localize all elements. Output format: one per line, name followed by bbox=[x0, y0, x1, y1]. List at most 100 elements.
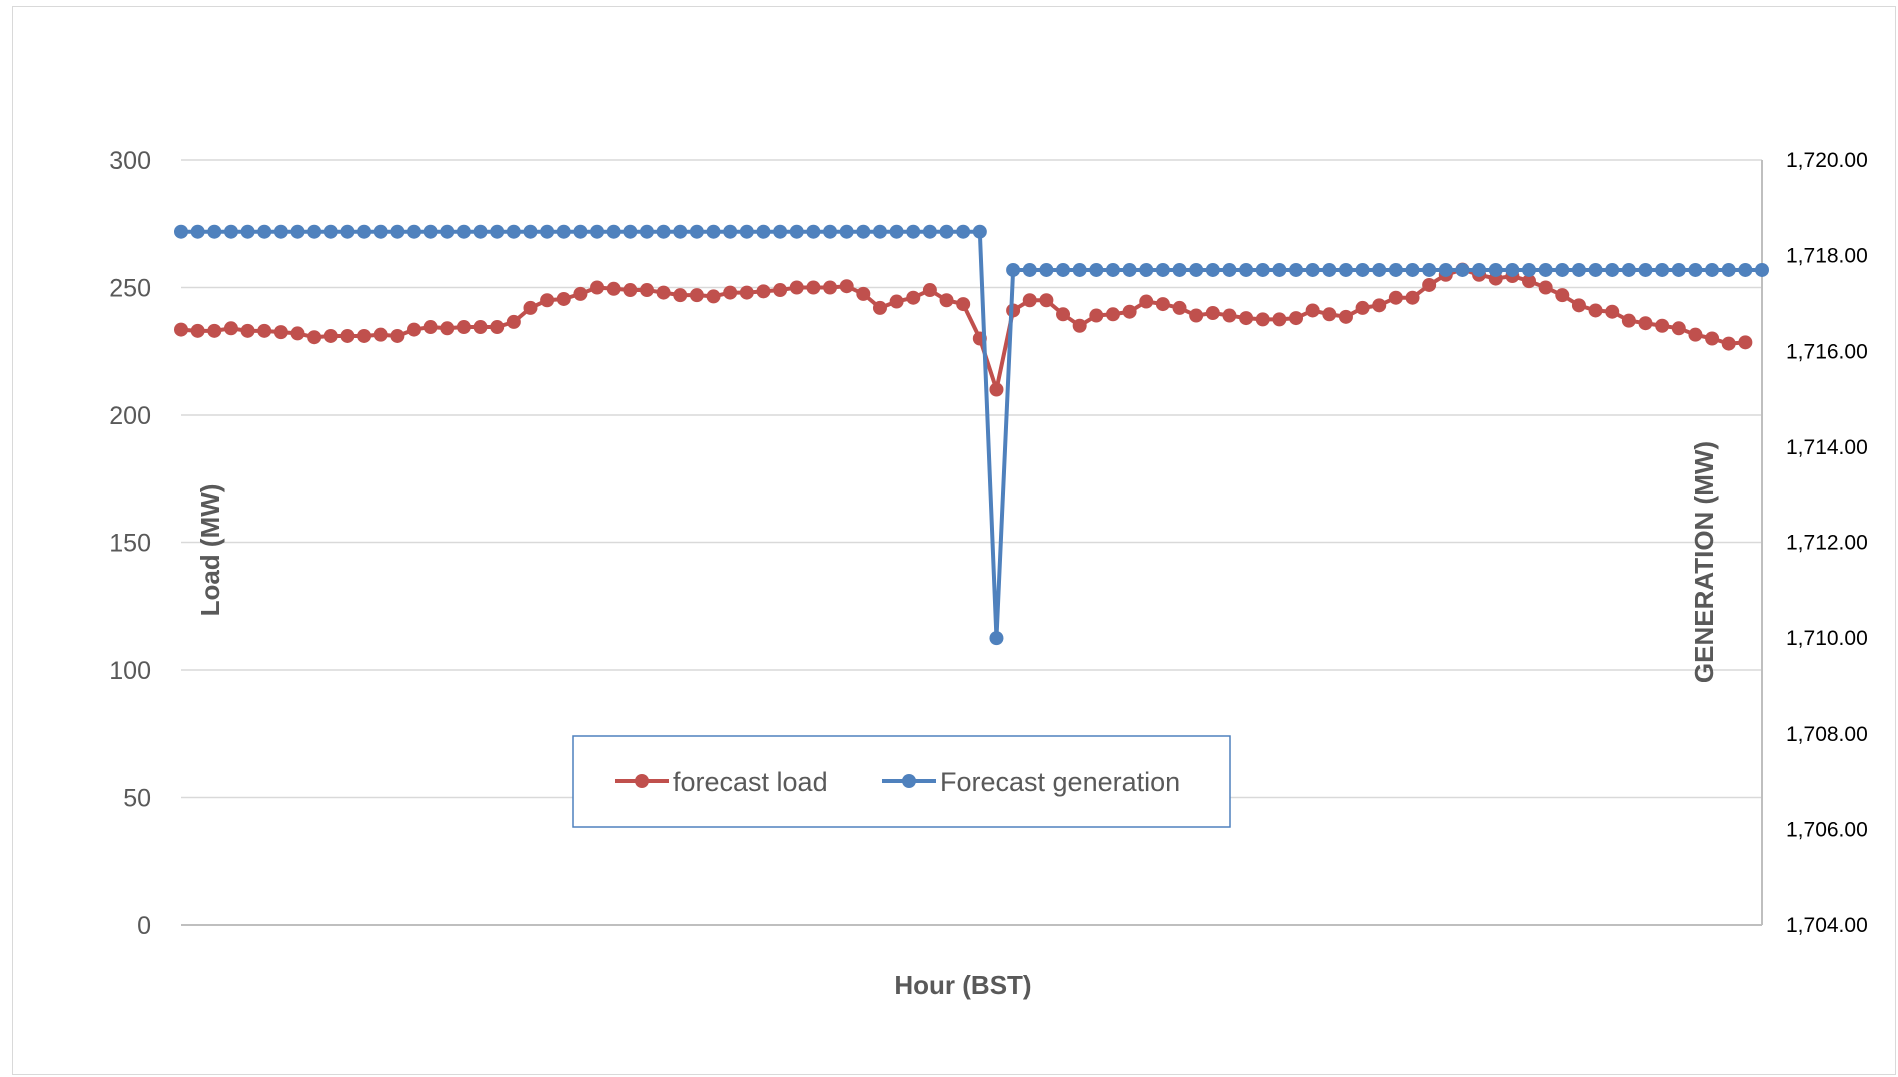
data-point-forecast-generation bbox=[1505, 262, 1520, 277]
data-point-forecast-generation bbox=[1455, 262, 1470, 277]
data-point-forecast-load bbox=[939, 293, 954, 308]
y-axis-title: Load (MW) bbox=[195, 484, 225, 617]
data-point-forecast-load bbox=[1139, 294, 1154, 309]
data-point-forecast-load bbox=[756, 284, 771, 299]
data-point-forecast-generation bbox=[207, 224, 222, 239]
data-point-forecast-load bbox=[190, 323, 205, 338]
data-point-forecast-generation bbox=[573, 224, 588, 239]
data-point-forecast-load bbox=[240, 323, 255, 338]
data-point-forecast-generation bbox=[506, 224, 521, 239]
data-point-forecast-load bbox=[1322, 307, 1337, 322]
data-point-forecast-load bbox=[1721, 336, 1736, 351]
data-point-forecast-load bbox=[257, 323, 272, 338]
data-point-forecast-generation bbox=[1172, 262, 1187, 277]
data-point-forecast-load bbox=[1588, 303, 1603, 318]
data-point-forecast-generation bbox=[1422, 262, 1437, 277]
data-point-forecast-generation bbox=[1006, 262, 1021, 277]
data-point-forecast-load bbox=[1089, 308, 1104, 323]
series-forecast-generation bbox=[174, 224, 1769, 646]
data-point-forecast-load bbox=[906, 290, 921, 305]
data-point-forecast-load bbox=[922, 283, 937, 298]
data-point-forecast-load bbox=[1039, 293, 1054, 308]
data-point-forecast-generation bbox=[1205, 262, 1220, 277]
data-point-forecast-generation bbox=[939, 224, 954, 239]
data-point-forecast-generation bbox=[423, 224, 438, 239]
data-point-forecast-generation bbox=[689, 224, 704, 239]
data-point-forecast-load bbox=[1105, 307, 1120, 322]
data-point-forecast-generation bbox=[1621, 262, 1636, 277]
data-point-forecast-generation bbox=[556, 224, 571, 239]
data-point-forecast-load bbox=[1522, 274, 1537, 289]
data-point-forecast-load bbox=[207, 323, 222, 338]
data-point-forecast-load bbox=[223, 321, 238, 336]
data-point-forecast-generation bbox=[456, 224, 471, 239]
right-tick-label: 1,706.00 bbox=[1786, 818, 1868, 841]
data-point-forecast-generation bbox=[1255, 262, 1270, 277]
data-point-forecast-load bbox=[590, 280, 605, 295]
legend-item-forecast-generation: Forecast generation bbox=[882, 767, 1180, 797]
data-point-forecast-load bbox=[1056, 307, 1071, 322]
left-tick-label: 0 bbox=[137, 912, 151, 940]
data-point-forecast-generation bbox=[1705, 262, 1720, 277]
data-point-forecast-generation bbox=[773, 224, 788, 239]
data-point-forecast-load bbox=[1422, 277, 1437, 292]
chart-frame bbox=[12, 6, 1896, 1075]
data-point-forecast-generation bbox=[1755, 262, 1769, 277]
svg-text:Forecast generation: Forecast generation bbox=[940, 767, 1180, 797]
data-point-forecast-generation bbox=[1721, 262, 1736, 277]
data-point-forecast-load bbox=[1022, 293, 1037, 308]
data-point-forecast-generation bbox=[1072, 262, 1087, 277]
data-point-forecast-load bbox=[323, 328, 338, 343]
data-point-forecast-load bbox=[1072, 318, 1087, 333]
data-point-forecast-load bbox=[490, 320, 505, 335]
data-point-forecast-load bbox=[789, 280, 804, 295]
data-point-forecast-generation bbox=[1488, 262, 1503, 277]
data-point-forecast-load bbox=[889, 294, 904, 309]
data-point-forecast-generation bbox=[490, 224, 505, 239]
data-point-forecast-generation bbox=[1655, 262, 1670, 277]
data-point-forecast-generation bbox=[1239, 262, 1254, 277]
right-tick-label: 1,704.00 bbox=[1786, 914, 1868, 937]
data-point-forecast-load bbox=[872, 300, 887, 315]
data-point-forecast-load bbox=[506, 314, 521, 329]
left-tick-label: 50 bbox=[123, 785, 151, 813]
data-point-forecast-generation bbox=[889, 224, 904, 239]
data-point-forecast-generation bbox=[1522, 262, 1537, 277]
data-point-forecast-generation bbox=[1139, 262, 1154, 277]
right-tick-label: 1,712.00 bbox=[1786, 532, 1868, 555]
data-point-forecast-generation bbox=[406, 224, 421, 239]
data-point-forecast-load bbox=[1172, 300, 1187, 315]
data-point-forecast-generation bbox=[856, 224, 871, 239]
data-point-forecast-generation bbox=[174, 224, 188, 239]
data-point-forecast-load bbox=[340, 328, 355, 343]
data-point-forecast-load bbox=[573, 286, 588, 301]
data-point-forecast-generation bbox=[673, 224, 688, 239]
data-point-forecast-generation bbox=[1438, 262, 1453, 277]
legend: forecast load Forecast generation bbox=[572, 735, 1231, 828]
gridlines bbox=[181, 159, 1762, 799]
data-point-forecast-generation bbox=[1605, 262, 1620, 277]
series-line-forecast-generation bbox=[181, 229, 1762, 641]
data-point-forecast-load bbox=[1388, 290, 1403, 305]
data-point-forecast-load bbox=[739, 285, 754, 300]
data-point-forecast-generation bbox=[323, 224, 338, 239]
data-point-forecast-generation bbox=[1355, 262, 1370, 277]
data-point-forecast-load bbox=[856, 286, 871, 301]
data-point-forecast-load bbox=[1305, 303, 1320, 318]
right-tick-label: 1,716.00 bbox=[1786, 340, 1868, 363]
data-point-forecast-load bbox=[1638, 316, 1653, 331]
data-point-forecast-load bbox=[1605, 304, 1620, 319]
data-point-forecast-load bbox=[1655, 318, 1670, 333]
data-point-forecast-load bbox=[606, 281, 621, 296]
data-point-forecast-load bbox=[1205, 306, 1220, 320]
x-axis-title: Hour (BST) bbox=[894, 970, 1031, 1000]
data-point-forecast-load bbox=[1155, 297, 1170, 312]
data-point-forecast-generation bbox=[190, 224, 205, 239]
right-tick-label: 1,714.00 bbox=[1786, 436, 1868, 459]
secondary-y-axis-title: GENERATION (MW) bbox=[1689, 441, 1719, 683]
data-point-forecast-generation bbox=[1688, 262, 1703, 277]
data-point-forecast-generation bbox=[1738, 262, 1753, 277]
right-axis-ticks: 1,704.00 1,706.00 1,708.00 1,710.00 1,712.00… bbox=[1786, 149, 1868, 937]
data-point-forecast-generation bbox=[823, 224, 838, 239]
